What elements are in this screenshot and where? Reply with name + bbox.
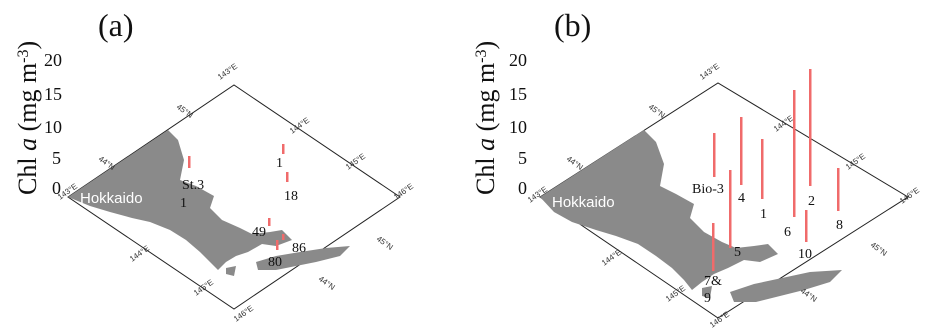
panel-a-station-1: 1 (180, 196, 187, 211)
panel-a-bar-80 (276, 240, 279, 250)
panel-b-peninsula-land (730, 270, 842, 302)
panel-b-bar-10 (805, 210, 808, 242)
panel-a-peninsula-land (256, 246, 350, 270)
panel-a-lon-label-145-sw: 145°E (192, 278, 215, 298)
panel-a-station-49: 49 (252, 225, 266, 240)
panel-a-lon-label-145-ne: 145°E (344, 152, 367, 172)
panel-b-lat-label-44-e: 44°N (799, 286, 819, 304)
panel-a-bar-st3 (188, 156, 191, 168)
panel-a-lat-label-44-e: 44°N (317, 274, 337, 292)
panel-b-bar-2 (809, 69, 812, 186)
panel-a-station-18: 18 (284, 189, 298, 204)
panel-b-island-land (702, 286, 712, 298)
panel-b: (b) Chl a (mg m-3) 20 15 10 5 0 Hokkaido… (471, 7, 921, 330)
panel-b-lon-label-143-ne: 143°E (698, 62, 721, 82)
panel-b-lat-label-45-e: 45°N (869, 240, 889, 258)
panel-a-ytick-5: 5 (52, 148, 61, 168)
panel-b-bar-8 (837, 168, 840, 211)
panel-b-lon-label-144-ne: 144°E (772, 114, 795, 134)
panel-a-station-80: 80 (268, 255, 282, 270)
panel-a-label: (a) (98, 7, 134, 43)
panel-a-lon-label-143-ne: 143°E (216, 62, 239, 82)
panel-a-place-label: Hokkaido (80, 190, 143, 207)
panel-b-place-label: Hokkaido (552, 194, 615, 211)
panel-b-lat-label-44-w: 44°N (565, 154, 585, 172)
panel-b-map-frame (539, 82, 909, 319)
panel-a-hokkaido-land (68, 130, 292, 270)
panel-a-lon-label-144-sw: 144°E (128, 244, 151, 264)
panel-b-station-1: 1 (760, 207, 767, 222)
panel-b-station-4: 4 (738, 191, 745, 206)
panel-a-station-st3: St.3 (182, 178, 204, 193)
panel-b-ytick-0: 0 (518, 178, 527, 198)
panel-a: (a) Chl a (mg m-3) 20 15 10 5 0 Hokkaido… (13, 7, 415, 324)
panel-a-station-86: 86 (292, 241, 306, 256)
panel-b-ytick-15: 15 (509, 84, 527, 104)
panel-a-bars (188, 144, 289, 250)
panel-b-y-axis-label: Chl a (mg m-3) (471, 41, 500, 195)
panel-b-hokkaido-land (540, 130, 778, 290)
panel-b-bar-4 (740, 117, 743, 185)
panel-b-station-8: 8 (836, 218, 843, 233)
panel-a-bar-49 (268, 218, 271, 226)
panel-b-station-bio3: Bio-3 (692, 182, 724, 197)
panel-a-y-axis-label: Chl a (mg m-3) (13, 41, 42, 195)
panel-b-bar-5 (729, 170, 732, 248)
panel-a-bar-18 (286, 172, 289, 182)
panel-b-lon-label-145-sw: 145°E (664, 284, 687, 304)
panel-b-ytick-5: 5 (518, 148, 527, 168)
panel-a-lat-label-45-e: 45°N (375, 234, 395, 252)
panel-a-station-1b: 1 (276, 156, 283, 171)
panel-a-lon-label-146-ne: 146°E (392, 182, 415, 202)
panel-b-lon-label-145-ne: 145°E (844, 152, 867, 172)
panel-b-station-7: 7& (704, 274, 722, 289)
panel-a-bar-86 (282, 234, 285, 240)
panel-b-station-5: 5 (734, 245, 741, 260)
panel-a-map-frame (67, 84, 401, 310)
panel-a-bar-1a (282, 144, 285, 154)
panel-a-ytick-20: 20 (44, 50, 62, 70)
panel-a-ytick-15: 15 (44, 84, 62, 104)
panel-b-lon-label-146-sw: 146°E (708, 310, 731, 330)
panel-b-station-9: 9 (704, 291, 711, 306)
panel-b-station-2: 2 (808, 194, 815, 209)
panel-b-bar-bio3 (713, 133, 716, 177)
panel-b-label: (b) (554, 7, 591, 43)
panel-b-lon-label-144-sw: 144°E (600, 248, 623, 268)
panel-a-island-land (226, 266, 236, 276)
panel-a-lon-label-144-ne: 144°E (288, 116, 311, 136)
panel-a-lon-label-146-sw: 146°E (232, 304, 255, 324)
panel-b-ytick-10: 10 (509, 117, 527, 137)
panel-b-lon-label-146-ne: 146°E (898, 186, 921, 206)
panel-a-ytick-0: 0 (52, 178, 61, 198)
panel-b-bars (712, 69, 840, 271)
panel-b-bar-6 (793, 90, 796, 217)
panel-b-ytick-20: 20 (509, 50, 527, 70)
panel-b-bar-7 (712, 223, 715, 271)
panel-a-ytick-10: 10 (44, 117, 62, 137)
panel-b-station-10: 10 (798, 247, 812, 262)
panel-b-bar-1 (761, 139, 764, 199)
panel-a-lat-label-45-w: 45°N (175, 102, 195, 120)
panel-b-station-6: 6 (784, 225, 791, 240)
